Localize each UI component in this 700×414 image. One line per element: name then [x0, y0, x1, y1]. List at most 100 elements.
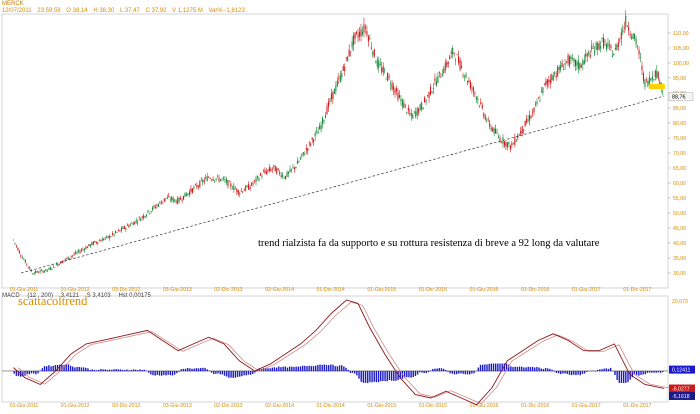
candle [472, 87, 474, 92]
candle [642, 73, 645, 81]
macd-histogram-bar [128, 370, 130, 372]
candle [197, 185, 199, 187]
macd-histogram-bar [386, 370, 388, 382]
candle [512, 143, 514, 145]
macd-histogram-bar [419, 370, 421, 373]
macd-histogram-bar [119, 369, 122, 372]
macd-histogram-bar [384, 370, 386, 382]
macd-histogram-bar [325, 365, 328, 372]
candle [613, 53, 615, 56]
candle [637, 45, 639, 47]
candle [20, 255, 22, 257]
ohlc-high: H 38,30 [93, 8, 115, 14]
candle [653, 79, 655, 80]
candle [49, 267, 52, 270]
candle [29, 267, 31, 270]
candle [168, 195, 170, 197]
candle [463, 76, 466, 77]
candle [403, 102, 405, 108]
macd-histogram-bar [104, 369, 106, 372]
macd-histogram-bar [193, 368, 195, 372]
macd-histogram-bar [364, 370, 367, 383]
candle [27, 266, 29, 268]
macd-histogram-bar [130, 370, 133, 372]
macd-x-label: 02-Giu-2014 [265, 403, 294, 409]
candle [54, 267, 56, 268]
candle [175, 201, 177, 203]
candle [12, 239, 15, 241]
candle [388, 76, 390, 78]
last-price-label: 88,76 [672, 95, 686, 101]
candle [123, 226, 125, 229]
price-tick-label: 95,00 [673, 76, 686, 82]
macd-histogram-bar [538, 367, 540, 372]
candle [292, 167, 294, 168]
candle [157, 204, 159, 207]
candle [33, 272, 35, 275]
macd-histogram-bar [254, 370, 256, 373]
candle [264, 170, 266, 173]
candle [113, 233, 115, 236]
macd-histogram-bar [43, 366, 46, 372]
candle [549, 79, 551, 84]
price-tick-label: 100,00 [673, 61, 689, 67]
candle [80, 249, 83, 251]
macd-histogram-bar [629, 370, 631, 380]
candle [434, 78, 436, 81]
candle [422, 107, 424, 110]
candle [43, 271, 46, 272]
macd-histogram-bar [577, 370, 579, 375]
macd-histogram-bar [262, 368, 265, 372]
macd-histogram-bar [89, 369, 91, 372]
macd-histogram-bar [310, 366, 313, 372]
macd-histogram-bar [479, 364, 482, 372]
macd-histogram-bar [206, 369, 208, 372]
candle [66, 258, 68, 259]
macd-histogram-bar [228, 370, 230, 378]
candle [607, 43, 609, 48]
macd-histogram-bar [434, 368, 436, 372]
macd-histogram-bar [132, 369, 135, 372]
candle [163, 198, 165, 201]
candle [160, 202, 162, 205]
macd-histogram-bar [236, 370, 239, 377]
candle [258, 178, 260, 181]
candle [100, 240, 102, 242]
macd-histogram-bar [603, 368, 605, 372]
candle [416, 108, 418, 116]
candle [236, 188, 238, 193]
macd-histogram-bar [354, 370, 356, 374]
candle [641, 65, 643, 71]
macd-histogram-bar [327, 365, 330, 372]
candle [162, 201, 164, 203]
macd-histogram-bar [596, 369, 599, 372]
macd-histogram-bar [245, 370, 247, 376]
candle [397, 92, 399, 100]
candle [104, 237, 106, 239]
candle [474, 92, 476, 94]
macd-histogram-bar [662, 370, 664, 373]
candle [459, 59, 461, 70]
candle [443, 68, 445, 74]
candle [240, 190, 242, 192]
macd-histogram-bar [163, 370, 165, 376]
candle [120, 227, 122, 231]
candle [495, 129, 497, 134]
candle [23, 259, 25, 260]
candle [316, 130, 318, 132]
candle [143, 215, 145, 218]
candle [75, 251, 77, 254]
macd-histogram-bar [436, 368, 438, 372]
candle [323, 120, 325, 122]
candle [589, 54, 591, 58]
macd-histogram-bar [540, 368, 542, 372]
macd-histogram-bar [553, 370, 555, 372]
candle [602, 37, 605, 48]
candle [657, 72, 659, 79]
macd-histogram-bar [464, 370, 467, 375]
candle [440, 77, 442, 78]
macd-histogram-bar [280, 367, 282, 372]
candle [645, 79, 647, 81]
macd-histogram-bar [659, 370, 662, 373]
candle [345, 57, 347, 59]
